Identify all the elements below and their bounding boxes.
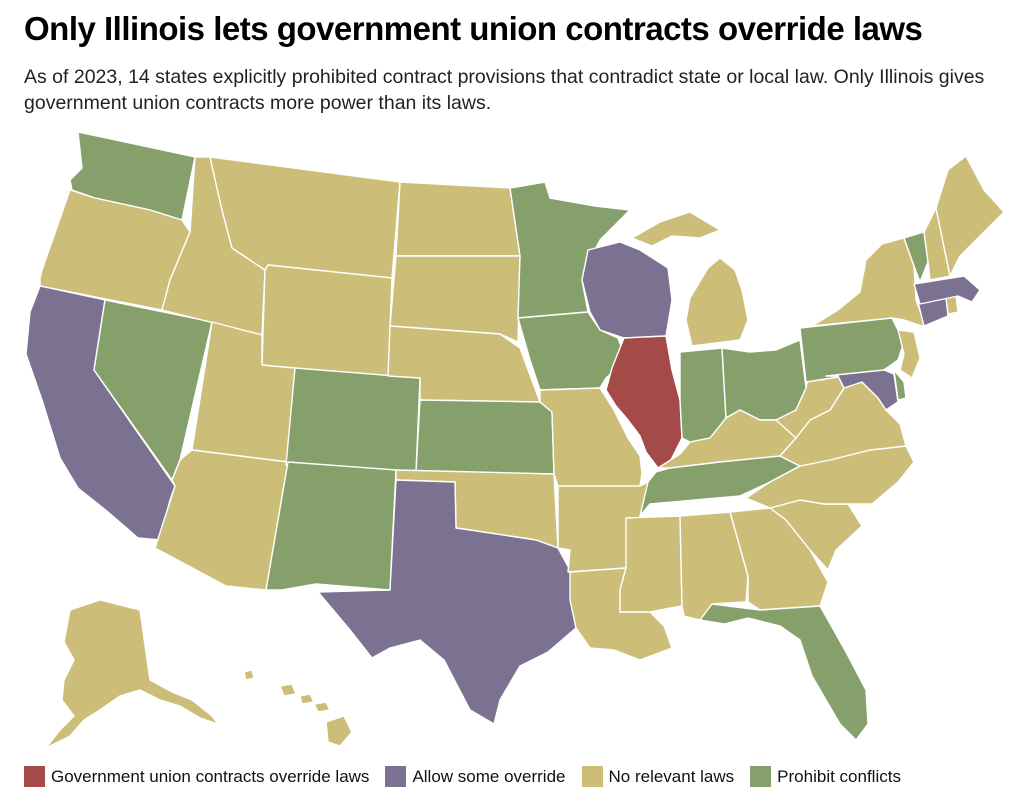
- state-HI[interactable]: [243, 669, 353, 747]
- legend-swatch-some: [385, 766, 407, 787]
- state-AZ[interactable]: [154, 449, 289, 591]
- legend-label-override: Government union contracts override laws: [51, 766, 370, 786]
- state-VT[interactable]: [903, 231, 929, 283]
- state-ME[interactable]: [935, 155, 1005, 277]
- state-MS[interactable]: [619, 515, 683, 613]
- state-OH[interactable]: [721, 339, 807, 421]
- state-NM[interactable]: [265, 461, 397, 591]
- state-FL[interactable]: [699, 603, 869, 741]
- state-WY[interactable]: [261, 264, 393, 381]
- legend-swatch-override: [24, 766, 45, 787]
- state-AK[interactable]: [45, 599, 219, 749]
- state-IL[interactable]: [605, 335, 683, 469]
- state-MA[interactable]: [913, 275, 981, 305]
- legend-item-override: Government union contracts override laws: [24, 766, 369, 787]
- us-state-map: [25, 131, 1005, 749]
- legend-swatch-prohibit: [750, 766, 772, 787]
- legend-item-none: No relevant laws: [581, 766, 735, 787]
- legend-label-prohibit: Prohibit conflicts: [777, 766, 901, 786]
- state-TX[interactable]: [317, 479, 577, 725]
- state-NH[interactable]: [923, 207, 951, 281]
- state-SD[interactable]: [389, 255, 521, 343]
- state-MI[interactable]: [631, 211, 749, 347]
- legend-item-prohibit: Prohibit conflicts: [750, 766, 901, 787]
- page-subtitle: As of 2023, 14 states explicitly prohibi…: [24, 66, 985, 114]
- state-KS[interactable]: [415, 399, 555, 475]
- state-MD[interactable]: [825, 369, 899, 411]
- legend-swatch-none: [581, 766, 603, 787]
- state-NJ[interactable]: [897, 329, 921, 379]
- legend: Government union contracts override laws…: [24, 766, 917, 787]
- legend-label-none: No relevant laws: [608, 766, 735, 786]
- state-CO[interactable]: [285, 367, 421, 473]
- legend-item-some: Allow some override: [385, 766, 566, 787]
- state-ND[interactable]: [395, 181, 521, 257]
- page-title: Only Illinois lets government union cont…: [24, 10, 923, 47]
- legend-label-some: Allow some override: [412, 766, 566, 786]
- state-NY[interactable]: [811, 237, 941, 327]
